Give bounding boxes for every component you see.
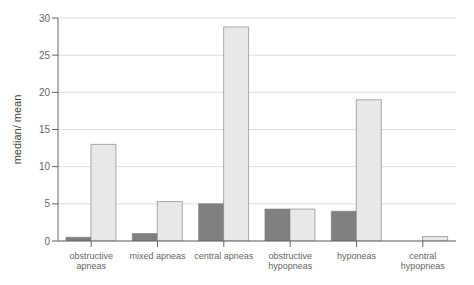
svg-text:15: 15 <box>39 124 51 135</box>
svg-text:centralhypopneas: centralhypopneas <box>401 251 446 271</box>
svg-text:median/ mean: median/ mean <box>11 95 23 165</box>
svg-text:mixed apneas: mixed apneas <box>129 251 186 261</box>
svg-text:obstructivehypopneas: obstructivehypopneas <box>268 251 313 271</box>
svg-text:5: 5 <box>44 198 50 209</box>
svg-text:10: 10 <box>39 161 51 172</box>
svg-text:hyponeas: hyponeas <box>337 251 377 261</box>
svg-text:25: 25 <box>39 50 51 61</box>
svg-text:20: 20 <box>39 87 51 98</box>
svg-text:obstructiveapneas: obstructiveapneas <box>69 251 113 271</box>
svg-text:0: 0 <box>44 236 50 247</box>
svg-text:30: 30 <box>39 13 51 24</box>
svg-text:central apneas: central apneas <box>194 251 254 261</box>
